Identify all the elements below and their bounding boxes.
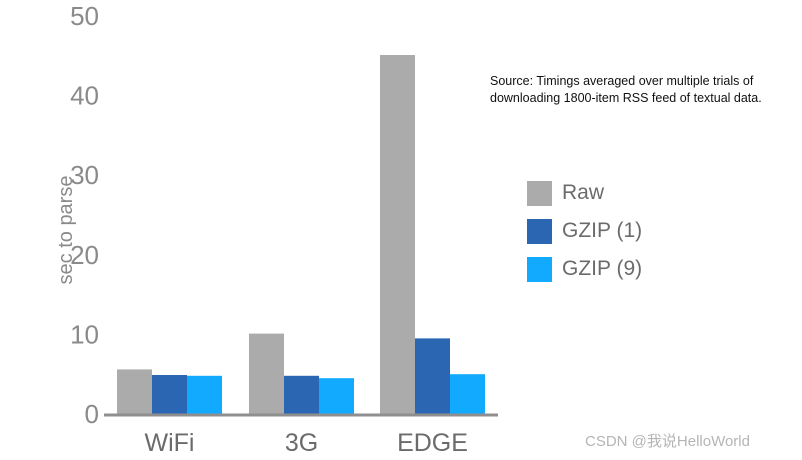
y-axis-label: sec to parse — [54, 175, 77, 285]
legend-swatch-gzip9 — [527, 256, 552, 282]
bar-gzip-9-edge — [450, 374, 485, 414]
legend-label-gzip1: GZIP (1) — [562, 219, 643, 242]
legend-item-gzip9: GZIP (9) — [527, 250, 642, 288]
annotation-line-2: downloading 1800-item RSS feed of textua… — [490, 91, 762, 105]
bars — [117, 55, 485, 415]
bar-raw-wifi — [117, 369, 152, 414]
y-axis-ticks: 0 10 20 30 40 50 — [70, 1, 99, 429]
y-axis-label-wrap: sec to parse — [55, 176, 78, 285]
legend: Raw GZIP (1) GZIP (9) — [527, 174, 642, 288]
bar-gzip-1-3g — [284, 375, 319, 414]
y-tick-label: 20 — [70, 240, 99, 270]
y-tick-label: 0 — [85, 399, 99, 429]
x-axis-ticks: WiFi 3G EDGE — [145, 429, 468, 457]
bar-gzip-1-edge — [415, 338, 450, 414]
watermark: CSDN @我说HelloWorld — [585, 433, 750, 450]
legend-label-raw: Raw — [562, 181, 605, 204]
y-tick-label: 10 — [70, 319, 99, 349]
y-tick-label: 40 — [70, 81, 99, 111]
y-tick-label: 30 — [70, 160, 99, 190]
y-tick-label: 50 — [70, 1, 99, 31]
legend-item-gzip1: GZIP (1) — [527, 212, 642, 250]
bar-gzip-9-3g — [319, 378, 354, 414]
legend-swatch-raw — [527, 180, 552, 206]
bar-raw-3g — [249, 333, 284, 414]
annotation-line-1: Source: Timings averaged over multiple t… — [490, 74, 754, 88]
legend-item-raw: Raw — [527, 174, 642, 212]
x-tick-label: WiFi — [145, 429, 195, 457]
bar-gzip-1-wifi — [152, 374, 187, 414]
source-annotation: Source: Timings averaged over multiple t… — [490, 73, 800, 107]
bar-gzip-9-wifi — [187, 375, 222, 414]
legend-label-gzip9: GZIP (9) — [562, 257, 643, 280]
x-tick-label: 3G — [285, 429, 318, 457]
x-tick-label: EDGE — [397, 429, 468, 457]
bar-raw-edge — [380, 55, 415, 415]
legend-swatch-gzip1 — [527, 218, 552, 244]
